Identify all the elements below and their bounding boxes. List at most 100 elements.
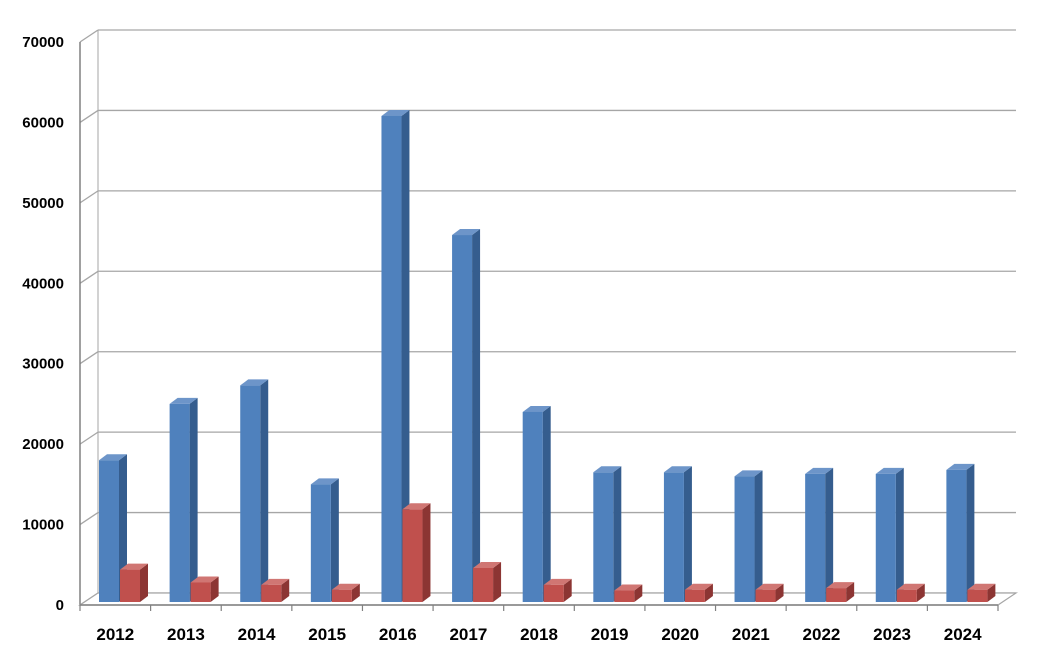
bar-series-1-top — [946, 463, 975, 470]
bar-series-2-side — [704, 583, 713, 602]
bar-series-2-top — [755, 583, 784, 590]
bar-series-2 — [684, 589, 705, 602]
x-tick-label: 2023 — [873, 625, 911, 644]
bar-series-2-top — [543, 578, 572, 585]
bar-series-1-side — [825, 467, 834, 602]
x-tick-label: 2015 — [308, 625, 346, 644]
x-tick-label: 2022 — [803, 625, 841, 644]
bar-series-2-side — [846, 582, 855, 602]
bar-series-2-top — [331, 583, 360, 590]
bar-series-2 — [614, 590, 635, 602]
y-tick-label: 20000 — [22, 436, 64, 453]
bar-series-2 — [826, 588, 847, 602]
bar-series-1-side — [895, 467, 904, 602]
bar-series-1-side — [683, 466, 692, 602]
bar-series-2-side — [210, 576, 219, 602]
bar-series-2-side — [140, 563, 148, 602]
bar-series-2-top — [896, 583, 925, 590]
gridline-side — [79, 109, 99, 123]
bar-series-1 — [310, 484, 331, 602]
x-tick-label: 2016 — [379, 625, 417, 644]
x-tick-label: 2018 — [520, 625, 558, 644]
bar-series-1 — [381, 115, 402, 602]
bar-series-1 — [99, 460, 119, 602]
x-tick-label: 2024 — [944, 625, 982, 644]
bar-series-1 — [734, 476, 755, 602]
bar-series-1-top — [734, 470, 763, 477]
bar-series-2-top — [967, 583, 996, 590]
bar-series-2 — [402, 509, 423, 602]
y-tick-label: 10000 — [22, 517, 64, 534]
bar-series-2-top — [826, 582, 855, 589]
bar-series-2-top — [684, 583, 713, 590]
bar-series-2 — [473, 568, 494, 602]
bar-series-1-top — [240, 379, 269, 386]
bar-series-1-top — [452, 229, 481, 236]
gridline-side — [79, 512, 99, 526]
bar-series-2-side — [634, 584, 643, 602]
gridline-side — [79, 29, 99, 43]
bar-series-1 — [875, 473, 896, 602]
bar-series-2-top — [402, 503, 431, 510]
bar-series-1-top — [99, 454, 127, 461]
bar-series-2-side — [281, 578, 290, 602]
x-tick-label: 2020 — [661, 625, 699, 644]
gridline-side — [79, 270, 99, 284]
bar-series-2-top — [120, 563, 148, 570]
bar-series-2 — [331, 589, 352, 602]
bar-series-2-side — [916, 583, 925, 602]
y-tick-label: 30000 — [22, 356, 64, 373]
bar-series-2 — [261, 584, 282, 602]
bar-series-1-top — [875, 467, 904, 474]
bar-series-2 — [755, 589, 776, 602]
bar-series-1 — [663, 472, 684, 602]
bar-series-1-side — [754, 470, 763, 602]
bar-series-1-side — [613, 466, 622, 602]
bar-series-1 — [805, 473, 826, 602]
bar-series-2-side — [987, 583, 996, 602]
bar-series-1-top — [593, 466, 622, 473]
bar-series-2 — [190, 582, 211, 602]
bar-series-2 — [896, 589, 917, 602]
bar-series-1-top — [169, 397, 198, 404]
bar-series-2-top — [473, 562, 502, 569]
bar-series-2 — [967, 589, 988, 602]
bar-series-1-side — [401, 109, 410, 602]
bar-series-1-side — [189, 397, 198, 602]
bar-series-1-side — [330, 478, 339, 602]
bar-series-1 — [522, 411, 543, 602]
gridline-side — [79, 351, 99, 365]
gridline-side — [79, 431, 99, 445]
y-tick-label: 40000 — [22, 275, 64, 292]
bar-series-1-side — [966, 463, 975, 602]
x-tick-label: 2014 — [238, 625, 276, 644]
bar-series-1 — [946, 469, 967, 602]
bar-series-2-top — [614, 584, 643, 591]
bar-series-2-top — [261, 578, 290, 585]
bar-series-2-top — [190, 576, 219, 583]
y-tick-label: 70000 — [22, 34, 64, 51]
x-tick-label: 2013 — [167, 625, 205, 644]
bar-series-1-side — [119, 454, 127, 602]
gridline-side — [79, 190, 99, 204]
bar-series-1-top — [522, 405, 551, 412]
bar-series-1-side — [542, 405, 551, 602]
bar-series-1-top — [663, 466, 692, 473]
bar-series-1-top — [805, 467, 834, 474]
bar-series-1-side — [472, 229, 481, 602]
bar-series-2-side — [563, 578, 572, 602]
bar-series-2-side — [775, 583, 784, 602]
bar-series-1-top — [381, 109, 410, 116]
bar-series-1 — [169, 403, 190, 602]
x-tick-label: 2017 — [449, 625, 487, 644]
bar-series-2-side — [351, 583, 360, 602]
y-tick-label: 60000 — [22, 114, 64, 131]
bar-series-2-side — [422, 503, 431, 602]
bar-series-1 — [240, 385, 261, 602]
x-tick-label: 2021 — [732, 625, 770, 644]
bar-series-1 — [593, 472, 614, 602]
y-tick-label: 0 — [56, 597, 64, 614]
bar-series-2-side — [493, 562, 502, 602]
